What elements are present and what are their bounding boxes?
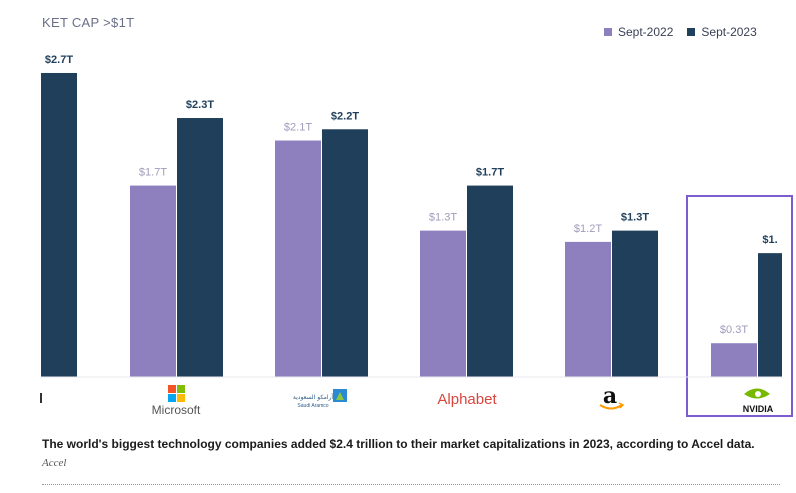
data-label-2023-2: $2.2T xyxy=(331,110,359,122)
microsoft-logo-square-green xyxy=(177,385,185,393)
data-label-2023-4: $1.3T xyxy=(621,212,649,224)
chart-credit: Accel xyxy=(42,457,67,469)
amazon-logo: a xyxy=(599,383,625,410)
microsoft-logo-text: Microsoft xyxy=(152,403,201,417)
cropped-logo-fragment xyxy=(40,393,42,403)
nvidia-highlight-box xyxy=(686,195,793,417)
amazon-smile-icon xyxy=(599,404,623,410)
nvidia-logo-text: NVIDIA xyxy=(743,404,774,414)
legend: Sept-2022 Sept-2023 xyxy=(604,25,757,39)
legend-label-2022: Sept-2022 xyxy=(618,25,674,39)
legend-swatch-2022 xyxy=(604,28,612,36)
alphabet-logo: Alphabet xyxy=(437,391,497,408)
saudi-aramco-logo: أرامكو السعودية Saudi Aramco xyxy=(293,389,347,409)
amazon-logo-letter: a xyxy=(603,383,617,409)
bar-2023-5 xyxy=(758,253,782,377)
legend-item-2023: Sept-2023 xyxy=(687,25,757,39)
data-label-2023-0: $2.7T xyxy=(45,54,73,66)
microsoft-logo-square-blue xyxy=(168,394,176,402)
microsoft-logo-square-red xyxy=(168,385,176,393)
bar-2022-4 xyxy=(565,241,611,377)
bar-2023-2 xyxy=(322,129,368,377)
bar-2022-1 xyxy=(130,185,176,377)
chart-title: KET CAP >$1T xyxy=(42,15,135,30)
data-label-2022-5: $0.3T xyxy=(720,324,748,336)
microsoft-logo: Microsoft xyxy=(152,385,201,417)
bar-2023-0 xyxy=(41,72,77,377)
bar-2023-3 xyxy=(467,185,513,377)
data-label-2022-4: $1.2T xyxy=(574,223,602,235)
microsoft-logo-square-yellow xyxy=(177,394,185,402)
data-label-2022-3: $1.3T xyxy=(429,212,457,224)
data-label-2022-2: $2.1T xyxy=(284,122,312,134)
legend-swatch-2023 xyxy=(687,28,696,36)
bar-chart: $2.7T $1.7T $2.3T $2.1T $2.2T $1.3T $1.7T $1.2T… xyxy=(40,54,793,417)
legend-item-2022: Sept-2022 xyxy=(604,25,673,39)
bar-2023-4 xyxy=(612,230,658,377)
nvidia-logo: NVIDIA xyxy=(743,388,774,414)
caption-divider xyxy=(42,484,780,485)
bar-2023-1 xyxy=(177,118,223,378)
bar-2022-2 xyxy=(275,140,321,377)
bar-2022-5 xyxy=(711,343,757,377)
data-label-2022-1: $1.7T xyxy=(139,167,167,179)
bar-2022-3 xyxy=(420,230,466,377)
data-label-2023-3: $1.7T xyxy=(476,167,504,179)
chart-caption: The world's biggest technology companies… xyxy=(42,437,755,451)
aramco-latin-text: Saudi Aramco xyxy=(297,403,328,409)
data-label-2023-1: $2.3T xyxy=(186,99,214,111)
legend-label-2023: Sept-2023 xyxy=(701,25,757,39)
aramco-arabic-text: أرامكو السعودية xyxy=(293,393,333,401)
data-label-2023-5: $1. xyxy=(762,234,777,246)
